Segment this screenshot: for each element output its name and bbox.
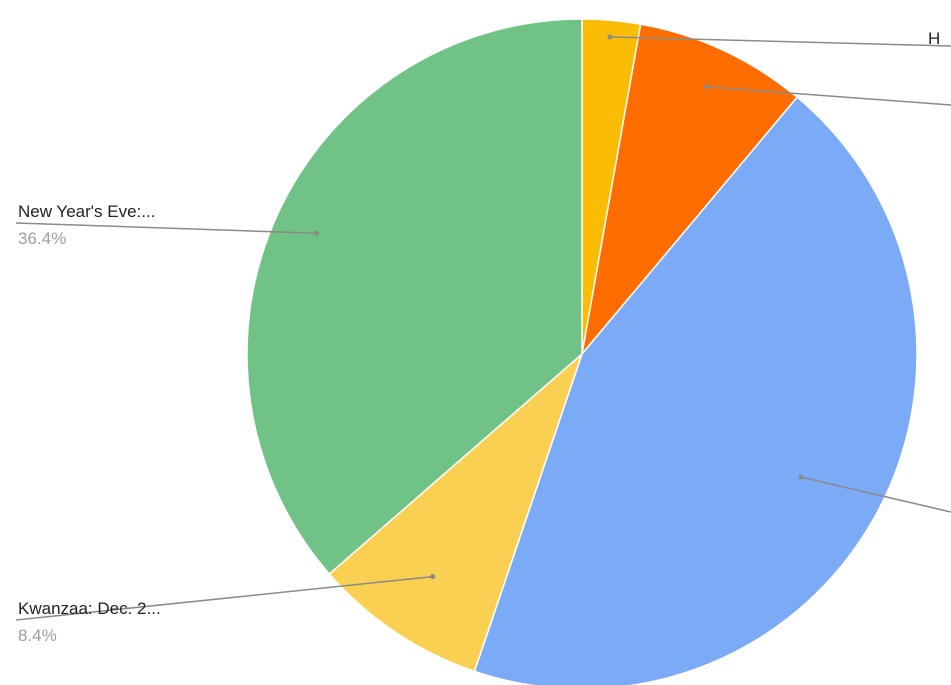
slice-percent-3: 8.4% (18, 626, 57, 645)
leader-dot-0 (607, 34, 613, 40)
leader-line-0 (609, 36, 951, 47)
leader-dot-4 (314, 230, 320, 236)
leader-dot-2 (798, 474, 804, 480)
pie-slice-3[interactable] (328, 351, 584, 673)
pie-slices (246, 18, 918, 685)
slice-label-4: New Year's Eve:... (18, 202, 155, 221)
leader-dot-1 (704, 84, 710, 90)
leader-line-4 (15, 222, 317, 234)
slice-labels: H Kwanzaa: Dec. 2... 8.4% New Year's Eve:..… (15, 29, 951, 645)
leader-line-1 (706, 86, 951, 106)
slice-label-3: Kwanzaa: Dec. 2... (18, 599, 161, 618)
pie-slice-2[interactable] (473, 96, 918, 685)
leader-dot-3 (430, 574, 436, 580)
pie-slice-4[interactable] (246, 18, 583, 576)
leader-line-3 (15, 575, 433, 621)
pie-slice-1[interactable] (580, 23, 799, 357)
leader-line-2 (800, 476, 951, 513)
slice-label-0: H (928, 29, 940, 48)
slice-percent-4: 36.4% (18, 229, 66, 248)
